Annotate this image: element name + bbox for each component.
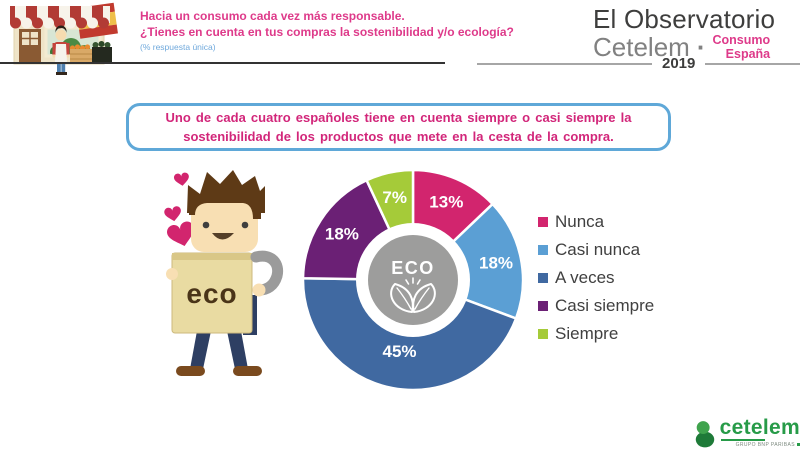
eco-bag-label: eco xyxy=(186,278,237,309)
page-title-line1: Hacia un consumo cada vez más responsabl… xyxy=(140,9,405,23)
year-divider: 2019 xyxy=(477,56,800,71)
cetelem-mascot-icon xyxy=(695,421,714,448)
legend-swatch xyxy=(538,273,548,283)
eco-badge: ECO xyxy=(356,223,470,337)
shopper-hand-right xyxy=(252,283,266,297)
eco-shopper-illustration: eco xyxy=(164,170,284,376)
chart-legend: Nunca Casi nunca A veces Casi siempre Siempr… xyxy=(538,208,654,348)
eco-badge-label: ECO xyxy=(391,258,435,278)
page-title-line2: ¿Tienes en cuenta en tus compras la sost… xyxy=(140,24,514,39)
year-line-right xyxy=(705,62,800,65)
legend-swatch xyxy=(538,245,548,255)
shoe-right xyxy=(233,366,262,376)
leaf-icon xyxy=(390,277,436,313)
logo-tagline: Consumo España xyxy=(713,34,771,61)
slice-label-nunca: 13% xyxy=(429,193,463,212)
slice-label-casi-nunca: 18% xyxy=(479,254,513,273)
shopkeeper-icon xyxy=(52,25,70,75)
legend-label: Casi siempre xyxy=(555,296,655,315)
logo-tag-line2: España xyxy=(725,46,771,61)
awning-icon xyxy=(10,6,110,29)
shopper-body xyxy=(176,295,262,376)
headline-line2: sostenibilidad de los productos que mete… xyxy=(183,129,614,144)
logo-tag-line1: Consumo xyxy=(712,33,771,48)
headline-callout: Uno de cada cuatro españoles tiene en cu… xyxy=(126,103,671,151)
legend-label: A veces xyxy=(555,268,615,287)
headline-line1: Uno de cada cuatro españoles tiene en cu… xyxy=(165,109,632,125)
cetelem-tagline: GRUPO BNP PARIBAS xyxy=(736,442,800,448)
donut-chart: ECO 13% 18% 45% 18% 7% xyxy=(301,168,525,392)
legend-swatch xyxy=(538,329,548,339)
heart-icon xyxy=(164,172,194,246)
legend-label: Siempre xyxy=(555,324,619,343)
legend-label: Casi nunca xyxy=(555,240,641,259)
legend-swatch xyxy=(538,301,548,311)
shopper-hand-left xyxy=(166,268,178,280)
cetelem-logo: cetelem GRUPO BNP PARIBAS xyxy=(693,417,800,448)
shopper-head xyxy=(187,170,265,252)
observatorio-logo: El Observatorio Cetelem · Consumo España xyxy=(593,4,776,63)
legend-swatch xyxy=(538,217,548,227)
logo-year: 2019 xyxy=(662,55,696,72)
storefront-illustration xyxy=(10,2,118,75)
legend-item-a-veces: A veces xyxy=(538,264,654,292)
slice-label-casi-siempre: 18% xyxy=(325,224,359,243)
shop-door-icon xyxy=(19,29,41,64)
header-divider xyxy=(0,62,445,64)
legend-item-siempre: Siempre xyxy=(538,320,654,348)
slice-label-a-veces: 45% xyxy=(382,342,416,361)
fruit-crates-icon xyxy=(69,41,112,63)
shopper-arm xyxy=(250,250,284,296)
response-type-note: (% respuesta única) xyxy=(140,42,216,53)
slice-label-siempre: 7% xyxy=(382,188,407,207)
logo-line1: El Observatorio xyxy=(593,4,776,34)
legend-item-nunca: Nunca xyxy=(538,208,654,236)
header-title-block: Hacia un consumo cada vez más responsabl… xyxy=(140,9,514,52)
legend-item-casi-siempre: Casi siempre xyxy=(538,292,654,320)
logo-line2: Cetelem xyxy=(593,32,690,63)
legend-item-casi-nunca: Casi nunca xyxy=(538,236,654,264)
cetelem-wordmark: cetelem xyxy=(719,416,800,441)
logo-dot: · xyxy=(696,32,706,63)
year-line-left xyxy=(477,62,652,65)
legend-label: Nunca xyxy=(555,212,605,231)
shoe-left xyxy=(176,366,205,376)
eco-bag: eco xyxy=(171,252,253,334)
